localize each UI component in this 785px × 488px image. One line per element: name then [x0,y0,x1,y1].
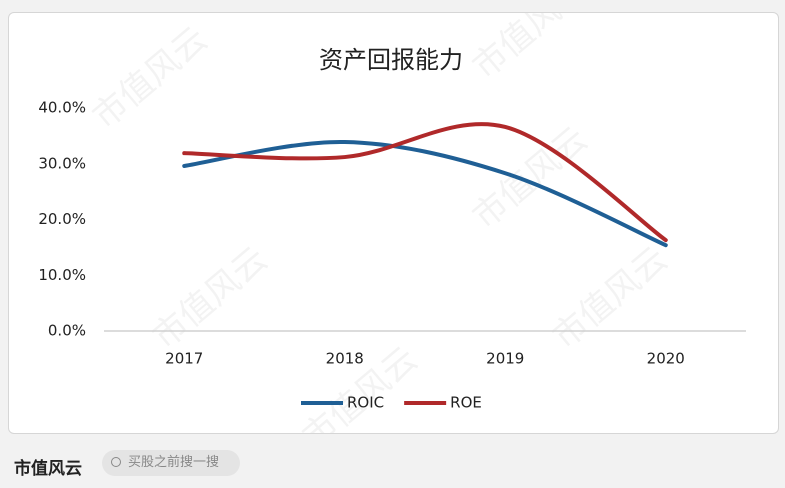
search-box[interactable]: 买股之前搜一搜 [102,450,240,476]
line [182,140,668,248]
x-tick-label: 2020 [647,350,685,368]
watermark: 市值风云 [85,19,215,137]
x-tick-label: 2018 [326,350,364,368]
y-tick-label: 20.0% [38,210,86,228]
chart-title: 资产回报能力 [319,46,463,74]
watermark: 市值风云 [545,239,675,357]
brand: 市值风云 [14,459,82,479]
watermark: 市值风云 [465,13,595,87]
x-tick-label: 2017 [165,350,203,368]
y-tick-label: 0.0% [48,322,86,340]
y-tick-label: 10.0% [38,266,86,284]
chart-card: 市值风云 市值风云 市值风云 市值风云 市值风云 市值风云 资产回报能力 0.0% 10.0… [8,0,779,457]
x-tick-label: 2019 [486,350,524,368]
legend-label: ROIC [347,394,384,412]
legend-label: ROE [450,394,482,412]
watermark: 市值风云 [145,239,275,357]
footer-bar: 市值风云 买股之前搜一搜 [0,440,785,488]
line [182,122,668,243]
y-tick-label: 40.0% [38,99,86,117]
y-tick-label: 30.0% [38,154,86,172]
